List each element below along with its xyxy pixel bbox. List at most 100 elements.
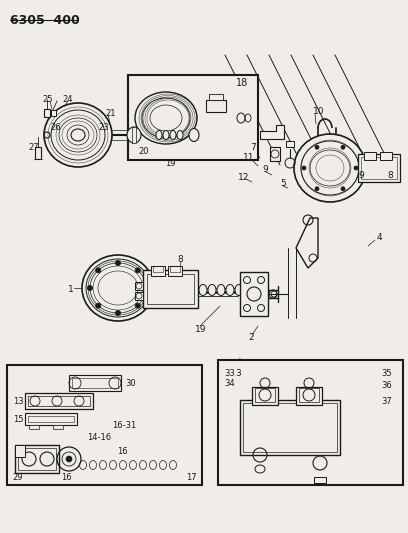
Bar <box>132 127 136 143</box>
Bar <box>380 152 392 160</box>
Bar <box>209 94 223 100</box>
Polygon shape <box>296 218 318 268</box>
Text: 26: 26 <box>50 123 61 132</box>
Bar <box>72 378 118 388</box>
Text: 5: 5 <box>280 180 286 189</box>
Bar <box>128 75 258 160</box>
Bar <box>151 266 165 276</box>
Bar <box>206 100 226 112</box>
Text: 27: 27 <box>28 142 39 151</box>
Bar <box>358 154 400 182</box>
Ellipse shape <box>199 285 207 295</box>
Text: 4: 4 <box>377 233 383 243</box>
Text: 7: 7 <box>250 142 256 151</box>
Bar <box>135 292 143 300</box>
Bar <box>153 266 163 272</box>
Circle shape <box>302 166 306 170</box>
Ellipse shape <box>156 131 162 140</box>
Ellipse shape <box>226 285 234 295</box>
Bar <box>296 387 322 405</box>
Text: 36: 36 <box>381 382 392 391</box>
Circle shape <box>96 303 101 308</box>
Circle shape <box>315 187 319 191</box>
Circle shape <box>135 303 140 308</box>
Text: 1: 1 <box>68 286 74 295</box>
Ellipse shape <box>71 129 85 141</box>
Bar <box>170 266 180 272</box>
Text: 12: 12 <box>238 173 249 182</box>
Text: 16: 16 <box>117 447 128 456</box>
Circle shape <box>87 286 93 290</box>
Bar <box>147 274 194 304</box>
Text: 30: 30 <box>125 378 135 387</box>
Text: 18: 18 <box>236 78 248 88</box>
Text: 10: 10 <box>313 108 324 117</box>
Bar <box>51 110 56 116</box>
Ellipse shape <box>170 131 176 140</box>
Bar <box>28 396 90 406</box>
Bar <box>286 141 294 147</box>
Circle shape <box>66 456 72 462</box>
Bar <box>44 109 50 117</box>
Text: 6305  400: 6305 400 <box>10 14 80 27</box>
Ellipse shape <box>189 128 199 141</box>
Circle shape <box>135 268 140 273</box>
Ellipse shape <box>82 255 154 321</box>
Text: 34: 34 <box>224 379 235 389</box>
Circle shape <box>341 145 345 149</box>
Text: 3: 3 <box>235 368 241 377</box>
Ellipse shape <box>217 285 225 295</box>
Bar <box>270 147 280 161</box>
Bar <box>143 270 198 308</box>
Ellipse shape <box>208 285 216 295</box>
Text: 14-16: 14-16 <box>87 432 111 441</box>
Bar <box>28 416 74 422</box>
Text: 19: 19 <box>165 158 175 167</box>
Text: 35: 35 <box>381 369 392 378</box>
Bar <box>240 400 340 455</box>
Bar <box>15 445 59 473</box>
Bar <box>69 375 121 391</box>
Bar <box>135 282 143 290</box>
Bar <box>361 157 397 179</box>
Bar <box>240 272 268 316</box>
Ellipse shape <box>86 259 150 317</box>
Text: 8: 8 <box>177 255 183 264</box>
Text: 16-31: 16-31 <box>112 421 136 430</box>
Text: 13: 13 <box>13 397 24 406</box>
Bar <box>7 365 202 485</box>
Bar <box>29 425 39 429</box>
Bar <box>314 477 326 483</box>
Bar <box>299 388 319 402</box>
Bar <box>255 388 275 402</box>
Ellipse shape <box>235 285 243 295</box>
Ellipse shape <box>177 131 183 140</box>
Circle shape <box>341 187 345 191</box>
Ellipse shape <box>163 131 169 140</box>
Ellipse shape <box>294 134 366 202</box>
Text: 23: 23 <box>98 123 109 132</box>
Bar <box>364 152 376 160</box>
Ellipse shape <box>44 103 112 167</box>
Bar <box>25 393 93 409</box>
Text: 16: 16 <box>61 472 72 481</box>
Bar <box>35 147 41 159</box>
Polygon shape <box>260 125 284 139</box>
Bar <box>252 387 278 405</box>
Text: 21: 21 <box>105 109 115 117</box>
Text: 9: 9 <box>262 166 268 174</box>
Text: 25: 25 <box>42 94 53 103</box>
Text: 20: 20 <box>138 147 149 156</box>
Ellipse shape <box>90 263 146 313</box>
Circle shape <box>315 145 319 149</box>
Bar <box>18 448 56 470</box>
Text: 17: 17 <box>186 472 197 481</box>
Text: 8: 8 <box>387 171 393 180</box>
Circle shape <box>354 166 358 170</box>
Text: 11: 11 <box>243 152 255 161</box>
Text: 24: 24 <box>62 94 73 103</box>
Circle shape <box>144 286 149 290</box>
Circle shape <box>96 268 101 273</box>
Bar <box>25 413 77 425</box>
Text: 19: 19 <box>195 326 206 335</box>
